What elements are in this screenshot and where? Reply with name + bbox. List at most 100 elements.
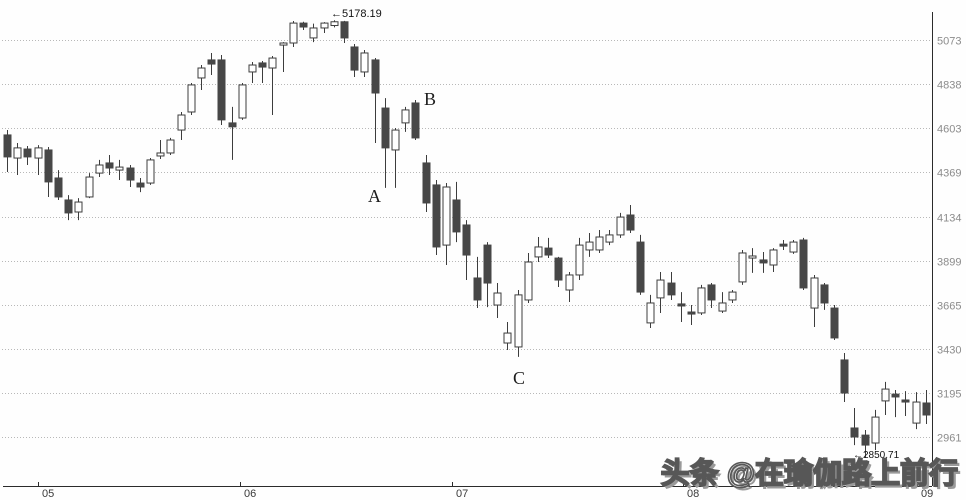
candle-up: [360, 52, 369, 73]
candle-down: [54, 177, 63, 198]
candle-down: [340, 21, 349, 39]
candle-down: [23, 148, 32, 158]
candle-down: [64, 199, 73, 214]
candle-down: [544, 247, 553, 256]
y-axis-label: 5073: [937, 36, 961, 48]
candle-up: [146, 159, 155, 184]
candle-down: [462, 224, 471, 256]
watermark: 头条 @在瑜伽路上前行: [660, 457, 959, 491]
peak-price-label: ←5178.19: [331, 8, 382, 20]
candle-down: [452, 199, 461, 233]
candle-up: [330, 21, 339, 27]
x-axis-label: 06: [244, 488, 256, 500]
candle-up: [401, 109, 410, 124]
x-axis-label: 05: [42, 488, 54, 500]
candle-up: [279, 42, 288, 46]
candle-down: [371, 59, 380, 94]
candle-down: [422, 162, 431, 204]
low-price-label: ←2850.71: [853, 450, 900, 461]
candle-up: [810, 277, 819, 309]
candle-down: [483, 244, 492, 284]
candle-down: [636, 241, 645, 293]
candle-up: [881, 388, 890, 402]
candle-up: [442, 186, 451, 246]
y-axis-label: 2961: [937, 433, 961, 445]
candle-up: [13, 147, 22, 159]
y-axis-label: 3899: [937, 257, 961, 269]
candle-down: [861, 434, 870, 446]
candle-down: [830, 307, 839, 339]
candle-down: [677, 303, 686, 307]
candle-up: [748, 255, 757, 259]
candle-up: [156, 152, 165, 157]
candle-up: [493, 292, 502, 306]
candle-up: [187, 84, 196, 113]
candle-up: [166, 139, 175, 154]
candle-up: [177, 114, 186, 131]
candle-down: [381, 107, 390, 149]
candle-up: [115, 166, 124, 171]
y-axis-label: 4369: [937, 168, 961, 180]
candle-down: [432, 184, 441, 248]
candle-down: [228, 122, 237, 128]
candle-down: [3, 134, 12, 158]
candle-down: [840, 359, 849, 394]
candle-up: [238, 84, 247, 119]
candle-up: [585, 241, 594, 251]
candle-down: [44, 149, 53, 183]
candle-up: [197, 67, 206, 79]
candle-up: [738, 252, 747, 283]
candle-down: [411, 102, 420, 139]
point-b-label: B: [424, 89, 437, 109]
candle-down: [667, 282, 676, 296]
candle-down: [626, 214, 635, 231]
candle-up: [34, 147, 43, 159]
point-c-label: C: [513, 368, 526, 388]
candle-up: [391, 129, 400, 151]
candle-up: [718, 302, 727, 312]
candle-up: [248, 64, 257, 73]
candle-up: [514, 294, 523, 348]
candle-up: [74, 201, 83, 213]
candle-down: [687, 311, 696, 315]
candle-up: [697, 287, 706, 314]
y-axis-label: 4603: [937, 124, 961, 136]
candle-down: [759, 259, 768, 264]
candle-up: [320, 22, 329, 29]
candle-down: [850, 427, 859, 438]
candle-up: [789, 241, 798, 253]
y-axis-label: 3665: [937, 301, 961, 313]
candle-up: [616, 216, 625, 236]
y-axis-label: 3430: [937, 345, 961, 357]
candle-up: [912, 401, 921, 424]
candle-up: [728, 291, 737, 301]
candle-up: [595, 236, 604, 251]
candle-down: [126, 167, 135, 181]
candle-down: [299, 22, 308, 28]
candle-down: [799, 239, 808, 289]
candle-up: [605, 234, 614, 243]
candle-up: [646, 302, 655, 324]
candle-down: [258, 62, 267, 68]
y-axis-label: 3195: [937, 389, 961, 401]
point-a-label: A: [368, 186, 381, 206]
candle-up: [565, 274, 574, 291]
candle-down: [217, 59, 226, 121]
candle-up: [309, 27, 318, 39]
candle-down: [901, 399, 910, 403]
candle-down: [779, 243, 788, 247]
candle-down: [473, 277, 482, 301]
candle-up: [289, 22, 298, 44]
candle-up: [575, 244, 584, 276]
candle-down: [105, 162, 114, 169]
candle-down: [136, 182, 145, 188]
y-axis-label: 4838: [937, 80, 961, 92]
candle-up: [268, 57, 277, 69]
candle-down: [207, 59, 216, 65]
candle-down: [707, 284, 716, 301]
candle-up: [524, 261, 533, 301]
candle-down: [891, 393, 900, 398]
candle-up: [656, 279, 665, 299]
